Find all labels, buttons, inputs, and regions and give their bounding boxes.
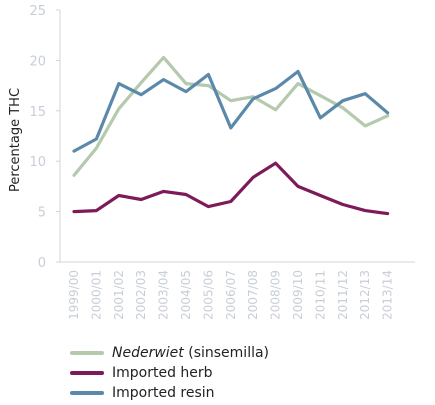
- x-tick-label: 2008/09: [269, 270, 283, 320]
- x-tick-label: 2001/02: [112, 270, 126, 320]
- x-tick-label: 2006/07: [224, 270, 238, 320]
- series-line-imported-herb: [72, 161, 390, 216]
- x-tick-label: 2007/08: [246, 270, 260, 320]
- x-tick-label: 2003/04: [157, 270, 171, 320]
- y-tick-label: 25: [29, 4, 46, 19]
- legend-item-imported-herb: Imported herb: [70, 363, 269, 383]
- y-axis-title: Percentage THC: [8, 88, 23, 192]
- legend: Nederwiet (sinsemilla) Imported herb Imp…: [70, 343, 269, 403]
- x-tick-label: 1999/00: [67, 270, 81, 320]
- x-tick-label: 2002/03: [134, 270, 148, 320]
- series-line-nederwiet-sinsemilla: [72, 55, 390, 177]
- x-tick-label: 2010/11: [313, 270, 327, 320]
- y-tick-label: 5: [38, 206, 46, 221]
- y-tick-label: 10: [29, 155, 46, 170]
- y-tick-label: 20: [29, 54, 46, 69]
- legend-swatch-imported-resin: [70, 391, 104, 395]
- legend-label-nederwiet-rest: (sinsemilla): [183, 345, 270, 361]
- x-tick-label: 2012/13: [358, 270, 372, 320]
- legend-item-nederwiet: Nederwiet (sinsemilla): [70, 343, 269, 363]
- x-tick-label: 2013/14: [381, 270, 395, 320]
- legend-item-imported-resin: Imported resin: [70, 383, 269, 403]
- legend-swatch-imported-herb: [70, 371, 104, 375]
- y-tick-label: 15: [29, 105, 46, 120]
- y-tick-label: 0: [38, 256, 46, 271]
- x-tick-label: 2005/06: [201, 270, 215, 320]
- x-tick-label: 2009/10: [291, 270, 305, 320]
- legend-label-imported-resin: Imported resin: [112, 385, 215, 401]
- legend-swatch-nederwiet: [70, 351, 104, 355]
- series-line-imported-resin: [72, 69, 390, 153]
- x-tick-label: 2011/12: [336, 270, 350, 320]
- legend-label-imported-herb: Imported herb: [112, 365, 213, 381]
- x-tick-label: 2004/05: [179, 270, 193, 320]
- x-tick-label: 2000/01: [89, 270, 103, 320]
- legend-label-nederwiet-italic: Nederwiet: [112, 345, 184, 361]
- legend-label-nederwiet: Nederwiet (sinsemilla): [112, 345, 269, 361]
